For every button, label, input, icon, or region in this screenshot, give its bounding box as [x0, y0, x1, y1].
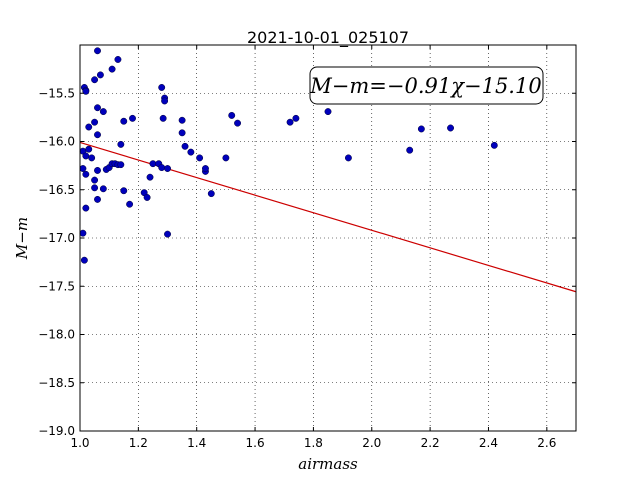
x-tick-label: 1.0 [70, 436, 89, 450]
data-point [82, 170, 90, 178]
data-point [344, 154, 352, 162]
data-point [79, 165, 87, 172]
data-point [82, 152, 90, 160]
data-point [228, 111, 236, 119]
data-point [286, 118, 294, 126]
data-point [91, 76, 99, 84]
data-point [158, 164, 166, 172]
x-tick-label: 1.4 [187, 436, 206, 450]
data-point [178, 116, 186, 124]
annotation-box [309, 66, 544, 105]
y-tick-label: −17.0 [38, 231, 75, 245]
x-axis-label: airmass [298, 455, 358, 473]
fit-annotation: M−m=−0.91χ−15.10 [309, 66, 544, 105]
data-point [149, 160, 157, 168]
x-tick-label: 1.6 [246, 436, 265, 450]
data-point [85, 123, 93, 131]
data-point [129, 114, 136, 122]
x-tick-label: 2.0 [362, 436, 381, 450]
data-point [91, 176, 99, 184]
data-point [80, 256, 88, 264]
data-point [108, 65, 116, 73]
data-point [161, 97, 169, 105]
x-tick-label: 2.2 [421, 436, 440, 450]
data-point [85, 145, 93, 153]
data-point [114, 56, 122, 63]
data-point [99, 108, 107, 116]
data-point [91, 118, 99, 126]
data-point [324, 108, 332, 116]
data-point [82, 87, 90, 95]
data-point [120, 187, 128, 195]
data-point [88, 154, 96, 162]
data-point [146, 173, 154, 181]
data-point [158, 84, 166, 91]
x-tick-label: 1.2 [129, 436, 148, 450]
data-point [406, 146, 414, 154]
data-point [126, 200, 134, 208]
data-point [490, 141, 498, 149]
annotation-text: M−m=−0.91χ−15.10 [309, 74, 541, 98]
x-tick-label: 2.4 [479, 436, 498, 450]
data-point [222, 154, 230, 162]
data-point [234, 119, 242, 127]
data-point [91, 184, 99, 192]
y-axis-label: M−m [13, 217, 31, 260]
data-point [196, 154, 204, 162]
data-point [202, 165, 209, 172]
data-point [143, 194, 151, 201]
x-tick-label: 1.8 [304, 436, 323, 450]
data-point [99, 185, 107, 193]
data-point [94, 195, 101, 203]
grid [80, 45, 576, 431]
data-point [164, 230, 171, 238]
y-tick-label: −15.5 [38, 86, 75, 100]
data-point [187, 148, 195, 156]
data-point [82, 204, 90, 212]
data-point [292, 114, 300, 122]
axis-ticks: 1.0 1.2 1.4 1.6 1.8 2.0 2.2 2.4 2.6 −15.5 −16.0 −16… [38, 45, 576, 450]
y-tick-label: −16.0 [38, 135, 75, 149]
data-point [447, 124, 454, 132]
data-point [117, 140, 125, 148]
data-point [159, 114, 167, 122]
data-point [94, 47, 101, 55]
data-point [417, 125, 425, 133]
data-point [94, 167, 101, 174]
chart-title: 2021-10-01_025107 [247, 28, 409, 48]
y-tick-label: −17.5 [38, 279, 75, 293]
y-tick-label: −16.5 [38, 183, 75, 197]
data-point [181, 142, 189, 150]
y-tick-label: −18.0 [38, 328, 75, 342]
data-point [96, 71, 104, 79]
data-point [94, 131, 101, 139]
data-point [94, 104, 101, 112]
data-point [117, 161, 125, 169]
data-point [79, 229, 87, 237]
y-tick-label: −18.5 [38, 376, 75, 390]
data-point [164, 165, 171, 172]
y-tick-label: −19.0 [38, 424, 75, 438]
data-points [79, 47, 498, 264]
data-point [120, 117, 128, 125]
data-point [178, 129, 186, 137]
data-point [207, 190, 215, 198]
x-tick-label: 2.6 [537, 436, 556, 450]
